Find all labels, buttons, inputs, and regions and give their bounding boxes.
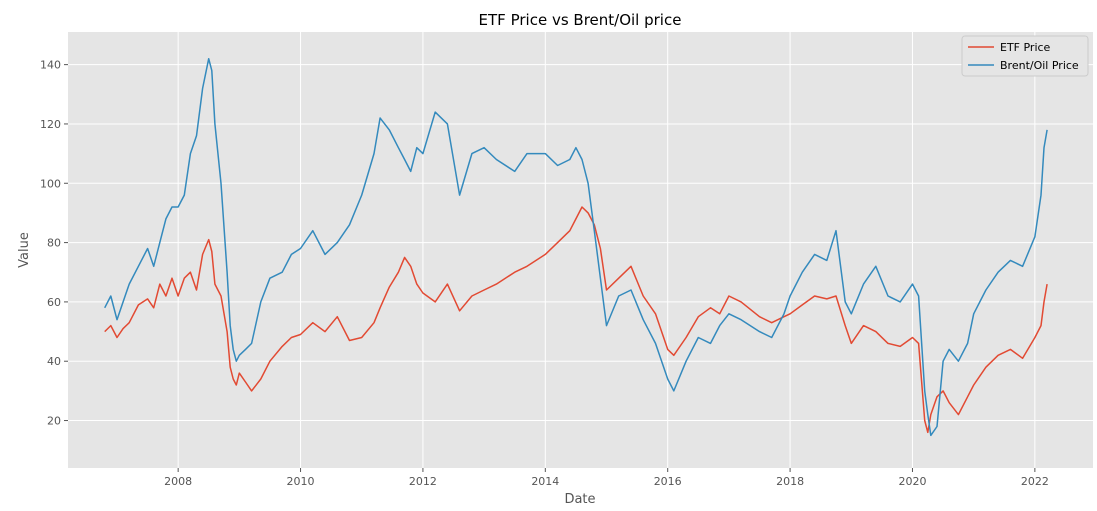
series-lines	[104, 57, 1048, 437]
legend-label: ETF Price	[1000, 41, 1051, 54]
series-line-brent-oil-price	[104, 57, 1048, 437]
x-tick-label: 2012	[409, 475, 437, 488]
y-tick-labels: 20 40 60 80 100 120 140	[40, 59, 68, 428]
x-tick-label: 2022	[1021, 475, 1049, 488]
y-tick-label: 20	[47, 415, 61, 428]
legend-box	[961, 35, 1089, 77]
y-tick-label: 80	[47, 237, 61, 250]
x-tick-label: 2016	[654, 475, 682, 488]
y-tick-label: 40	[47, 355, 61, 368]
chart-title: ETF Price vs Brent/Oil price	[479, 11, 682, 29]
x-tick-labels: 2008 2010 2012 2014 2016 2018 2020 2022	[164, 468, 1049, 488]
y-tick-label: 60	[47, 296, 61, 309]
x-tick-label: 2014	[531, 475, 559, 488]
x-tick-label: 2010	[287, 475, 315, 488]
y-axis-label: Value	[17, 232, 32, 268]
x-tick-label: 2018	[776, 475, 804, 488]
y-tick-label: 120	[40, 118, 61, 131]
x-tick-label: 2020	[898, 475, 926, 488]
y-tick-label: 140	[40, 59, 61, 72]
legend: ETF Price Brent/Oil Price	[961, 35, 1089, 77]
series-line-etf-price	[104, 206, 1048, 434]
y-tick-label: 100	[40, 177, 61, 190]
x-tick-label: 2008	[164, 475, 192, 488]
x-axis-label: Date	[564, 492, 595, 507]
legend-label: Brent/Oil Price	[1000, 59, 1079, 72]
